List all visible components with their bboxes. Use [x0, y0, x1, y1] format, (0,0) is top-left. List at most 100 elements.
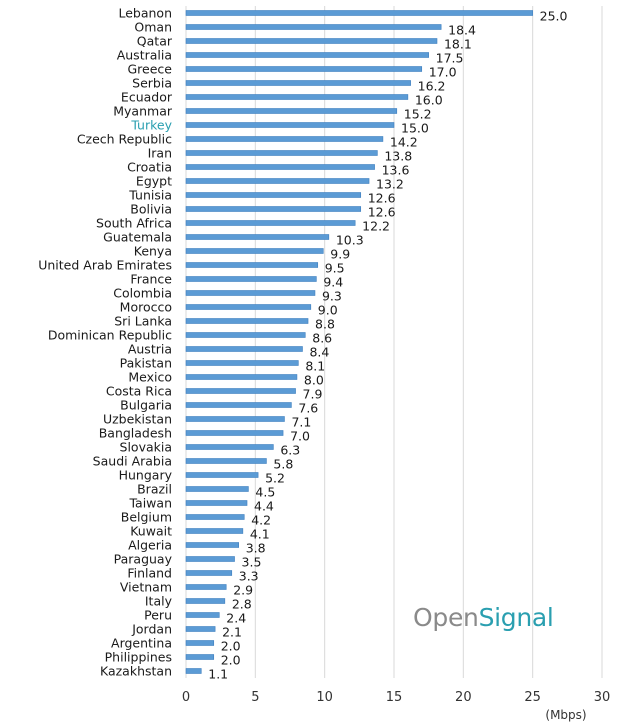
- bar: [185, 640, 215, 646]
- category-label: Tunisia: [128, 188, 172, 203]
- category-label: Argentina: [111, 636, 172, 651]
- value-label: 9.9: [330, 247, 350, 262]
- value-label: 4.2: [251, 513, 271, 528]
- bar: [185, 556, 235, 562]
- value-label: 1.1: [208, 667, 228, 682]
- value-label: 9.0: [318, 303, 338, 318]
- bar: [185, 136, 384, 142]
- gridlines: [185, 6, 603, 678]
- value-label: 6.3: [280, 443, 300, 458]
- value-label: 9.4: [323, 275, 343, 290]
- bar: [185, 500, 248, 506]
- bar: [185, 444, 274, 450]
- category-label: Saudi Arabia: [93, 454, 172, 469]
- category-label: Peru: [144, 608, 172, 623]
- bar: [185, 10, 533, 16]
- value-label: 12.2: [362, 219, 390, 234]
- bar: [185, 514, 245, 520]
- bar: [185, 192, 362, 198]
- brand-part-open: Open: [413, 603, 479, 632]
- bar: [185, 38, 438, 44]
- value-label: 3.8: [246, 541, 266, 556]
- value-label: 5.2: [265, 471, 285, 486]
- value-label: 9.3: [322, 289, 342, 304]
- value-label: 8.8: [315, 317, 335, 332]
- x-axis-ticks: 0 5 10 15 20 25 30: [182, 690, 610, 705]
- bar: [185, 248, 324, 254]
- bar: [185, 80, 411, 86]
- category-label: Dominican Republic: [48, 328, 172, 343]
- category-label: Slovakia: [120, 440, 172, 455]
- bar: [185, 108, 398, 114]
- category-label: Costa Rica: [106, 384, 172, 399]
- bar: [185, 542, 239, 548]
- category-label: Pakistan: [120, 356, 172, 371]
- bar: [185, 304, 312, 310]
- value-label: 14.2: [390, 135, 418, 150]
- value-label: 18.4: [448, 23, 476, 38]
- x-axis-unit-label: (Mbps): [545, 708, 586, 722]
- value-label: 17.0: [429, 65, 457, 80]
- value-label: 3.3: [239, 569, 259, 584]
- value-label: 9.5: [325, 261, 345, 276]
- category-label: Bolivia: [130, 202, 172, 217]
- category-label: Kenya: [134, 244, 172, 259]
- bar: [185, 318, 309, 324]
- x-tick-label: 25: [524, 690, 541, 705]
- bar: [185, 570, 233, 576]
- category-labels: LebanonOmanQatarAustraliaGreeceSerbiaEcu…: [38, 6, 173, 679]
- bar: [185, 122, 395, 128]
- value-label: 7.1: [291, 415, 311, 430]
- value-label: 18.1: [444, 37, 472, 52]
- x-tick-label: 10: [316, 690, 333, 705]
- value-label: 8.6: [312, 331, 332, 346]
- bar: [185, 178, 370, 184]
- category-label: Ecuador: [121, 90, 173, 105]
- x-tick-label: 5: [251, 690, 259, 705]
- value-label: 17.5: [436, 51, 464, 66]
- category-label: Taiwan: [128, 496, 172, 511]
- bar: [185, 66, 423, 72]
- bar: [185, 584, 227, 590]
- category-label: Austria: [128, 342, 172, 357]
- bar: [185, 416, 285, 422]
- bar: [185, 472, 259, 478]
- category-label: Iran: [148, 146, 172, 161]
- bar: [185, 94, 409, 100]
- value-label: 16.0: [415, 93, 443, 108]
- x-tick-label: 30: [594, 690, 611, 705]
- category-label: Serbia: [132, 76, 172, 91]
- bar: [185, 402, 292, 408]
- value-label: 13.2: [376, 177, 404, 192]
- category-label: Belgium: [121, 510, 172, 525]
- value-label: 4.1: [250, 527, 270, 542]
- bar: [185, 388, 296, 394]
- brand-part-signal: Signal: [478, 603, 554, 632]
- category-label: Lebanon: [118, 6, 172, 21]
- bar: [185, 654, 215, 660]
- bar: [185, 528, 244, 534]
- category-label: Italy: [145, 594, 173, 609]
- bar: [185, 52, 429, 58]
- value-label: 7.9: [303, 387, 323, 402]
- category-label: Algeria: [128, 538, 172, 553]
- bar: [185, 164, 375, 170]
- category-label: Australia: [117, 48, 172, 63]
- x-tick-label: 15: [386, 690, 403, 705]
- category-label: Bulgaria: [120, 398, 172, 413]
- value-label: 2.0: [221, 653, 241, 668]
- category-label: Kazakhstan: [100, 664, 172, 679]
- category-label: Finland: [127, 566, 172, 581]
- category-label: Vietnam: [120, 580, 172, 595]
- value-label: 8.4: [309, 345, 329, 360]
- x-tick-label: 20: [455, 690, 472, 705]
- value-label: 7.6: [298, 401, 318, 416]
- category-label: Morocco: [120, 300, 172, 315]
- category-label: Turkey: [130, 118, 172, 133]
- category-label: Croatia: [127, 160, 172, 175]
- bar: [185, 612, 220, 618]
- category-label: Philippines: [105, 650, 172, 665]
- bar: [185, 374, 298, 380]
- bar: [185, 24, 442, 30]
